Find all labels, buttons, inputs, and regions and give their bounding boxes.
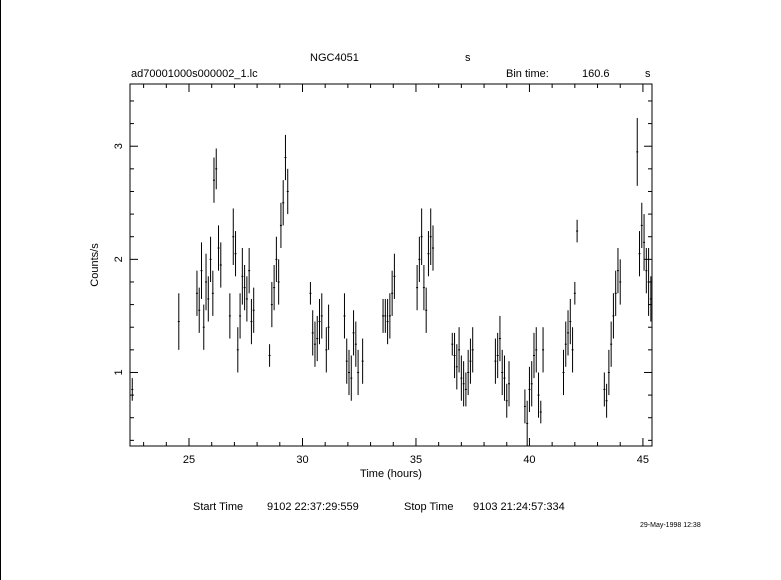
bin-time-unit: s [645,68,651,80]
bin-time-label: Bin time: [506,68,549,80]
x-axis-label: Time (hours) [360,468,422,480]
stop-time-value: 9103 21:24:57:334 [473,501,565,513]
x-tick-label: 25 [183,454,195,466]
y-tick-label: 1 [113,369,125,375]
x-tick-label: 45 [637,454,649,466]
y-tick-label: 3 [113,143,125,149]
data-points [131,117,652,446]
start-time-value: 9102 22:37:29:559 [267,501,359,513]
axis-ticks: 25 30 35 40 45 1 2 3 [113,84,652,466]
left-border-line [0,0,1,580]
x-tick-label: 30 [296,454,308,466]
y-axis-label: Counts/s [89,243,101,287]
x-tick-label: 40 [523,454,535,466]
date-stamp: 29-May-1998 12:38 [640,522,701,529]
x-tick-label: 35 [410,454,422,466]
band-label: s [465,52,471,64]
plot-frame [129,83,653,447]
file-name: ad70001000s000002_1.lc [131,68,258,80]
start-time-label: Start Time [193,501,244,513]
bin-time-value: 160.6 [582,68,610,80]
source-title: NGC4051 [310,52,359,64]
stop-time-label: Stop Time [404,501,454,513]
y-tick-label: 2 [113,256,125,262]
